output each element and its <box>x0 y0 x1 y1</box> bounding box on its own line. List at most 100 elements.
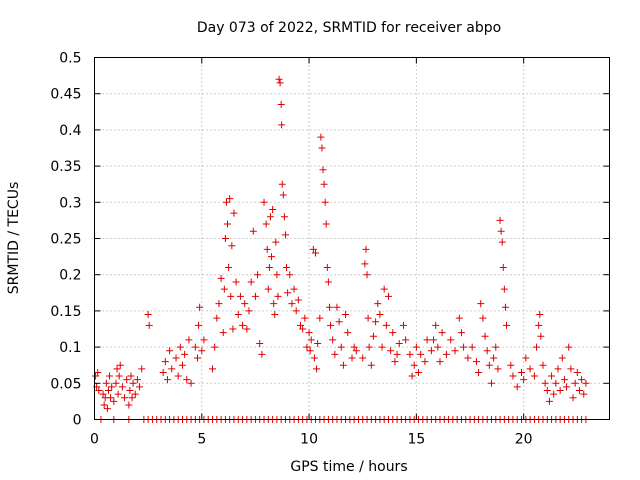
data-point <box>365 343 373 351</box>
data-point <box>554 365 562 373</box>
data-point <box>352 347 360 355</box>
data-point <box>211 343 219 351</box>
data-point <box>378 343 386 351</box>
data-point <box>560 376 568 384</box>
data-point <box>350 343 358 351</box>
data-point <box>520 376 528 384</box>
data-point <box>359 354 367 362</box>
data-point <box>327 321 335 329</box>
data-point <box>464 354 472 362</box>
data-point <box>280 213 288 221</box>
data-point <box>209 365 217 373</box>
data-point <box>264 285 272 293</box>
data-point <box>417 350 425 358</box>
x-tick-label: 15 <box>407 432 425 448</box>
data-point <box>543 387 551 395</box>
data-point <box>513 383 521 391</box>
data-point <box>174 372 182 380</box>
data-point <box>393 350 401 358</box>
data-point <box>318 144 326 152</box>
data-point <box>438 329 446 337</box>
data-point <box>288 300 296 308</box>
data-point <box>503 321 510 329</box>
data-point <box>178 361 186 369</box>
data-points <box>92 75 590 423</box>
data-point <box>219 329 227 337</box>
data-point <box>406 350 414 358</box>
data-point <box>281 231 289 239</box>
data-point <box>269 206 277 214</box>
data-point <box>367 361 375 369</box>
data-point <box>159 368 167 376</box>
data-point <box>249 227 257 235</box>
data-point <box>265 263 273 271</box>
data-point <box>342 311 350 319</box>
data-point <box>232 278 240 286</box>
data-point <box>329 336 337 344</box>
data-point <box>324 278 332 286</box>
data-point <box>239 321 247 329</box>
y-tick-label: 0.2 <box>59 268 81 284</box>
data-point <box>110 397 118 405</box>
data-point <box>331 350 339 358</box>
data-point <box>271 311 279 319</box>
data-point <box>194 354 201 362</box>
data-point <box>123 376 131 384</box>
data-point <box>115 372 123 380</box>
data-point <box>384 292 392 300</box>
data-point <box>306 347 314 355</box>
data-point <box>251 292 259 300</box>
data-point <box>163 376 171 384</box>
x-axis-ticks: 0 5 10 15 20 <box>90 57 533 448</box>
data-point <box>522 354 530 362</box>
data-point <box>537 332 545 340</box>
y-tick-label: 0.4 <box>59 123 81 139</box>
data-point <box>114 390 122 398</box>
data-point <box>316 314 324 322</box>
data-point <box>558 354 566 362</box>
data-point <box>427 347 435 355</box>
y-tick-label: 0.15 <box>50 304 81 320</box>
data-point <box>301 314 309 322</box>
data-point <box>317 133 325 141</box>
data-point <box>468 343 476 351</box>
data-point <box>372 318 380 326</box>
data-point <box>479 314 487 322</box>
data-point <box>266 213 274 221</box>
y-tick-label: 0.5 <box>59 51 81 67</box>
data-point <box>166 347 174 355</box>
data-point <box>430 336 438 344</box>
data-point <box>196 303 204 311</box>
data-point <box>270 300 278 308</box>
data-point <box>286 271 294 279</box>
data-point <box>95 387 103 395</box>
data-point <box>299 325 307 333</box>
data-point <box>382 321 390 329</box>
data-point <box>312 249 320 257</box>
data-point <box>337 343 345 351</box>
chart-title: Day 073 of 2022, SRMTID for receiver abp… <box>197 20 501 36</box>
data-point <box>273 271 281 279</box>
data-point <box>136 383 144 391</box>
data-point <box>292 307 300 315</box>
data-point <box>322 220 330 228</box>
data-point <box>402 336 410 344</box>
data-point <box>314 339 322 347</box>
data-point <box>320 180 328 188</box>
data-point <box>126 387 134 395</box>
data-point <box>363 271 371 279</box>
data-point <box>434 343 442 351</box>
data-point <box>335 318 343 326</box>
data-point <box>518 368 526 376</box>
data-point <box>309 245 317 253</box>
data-point <box>127 372 135 380</box>
data-point <box>278 180 286 188</box>
y-tick-label: 0.05 <box>50 376 81 392</box>
data-point <box>226 195 234 203</box>
data-point <box>185 336 193 344</box>
data-point <box>498 238 506 246</box>
data-point <box>161 358 169 366</box>
data-point <box>217 274 225 282</box>
data-point <box>389 329 397 337</box>
data-point <box>313 365 321 373</box>
